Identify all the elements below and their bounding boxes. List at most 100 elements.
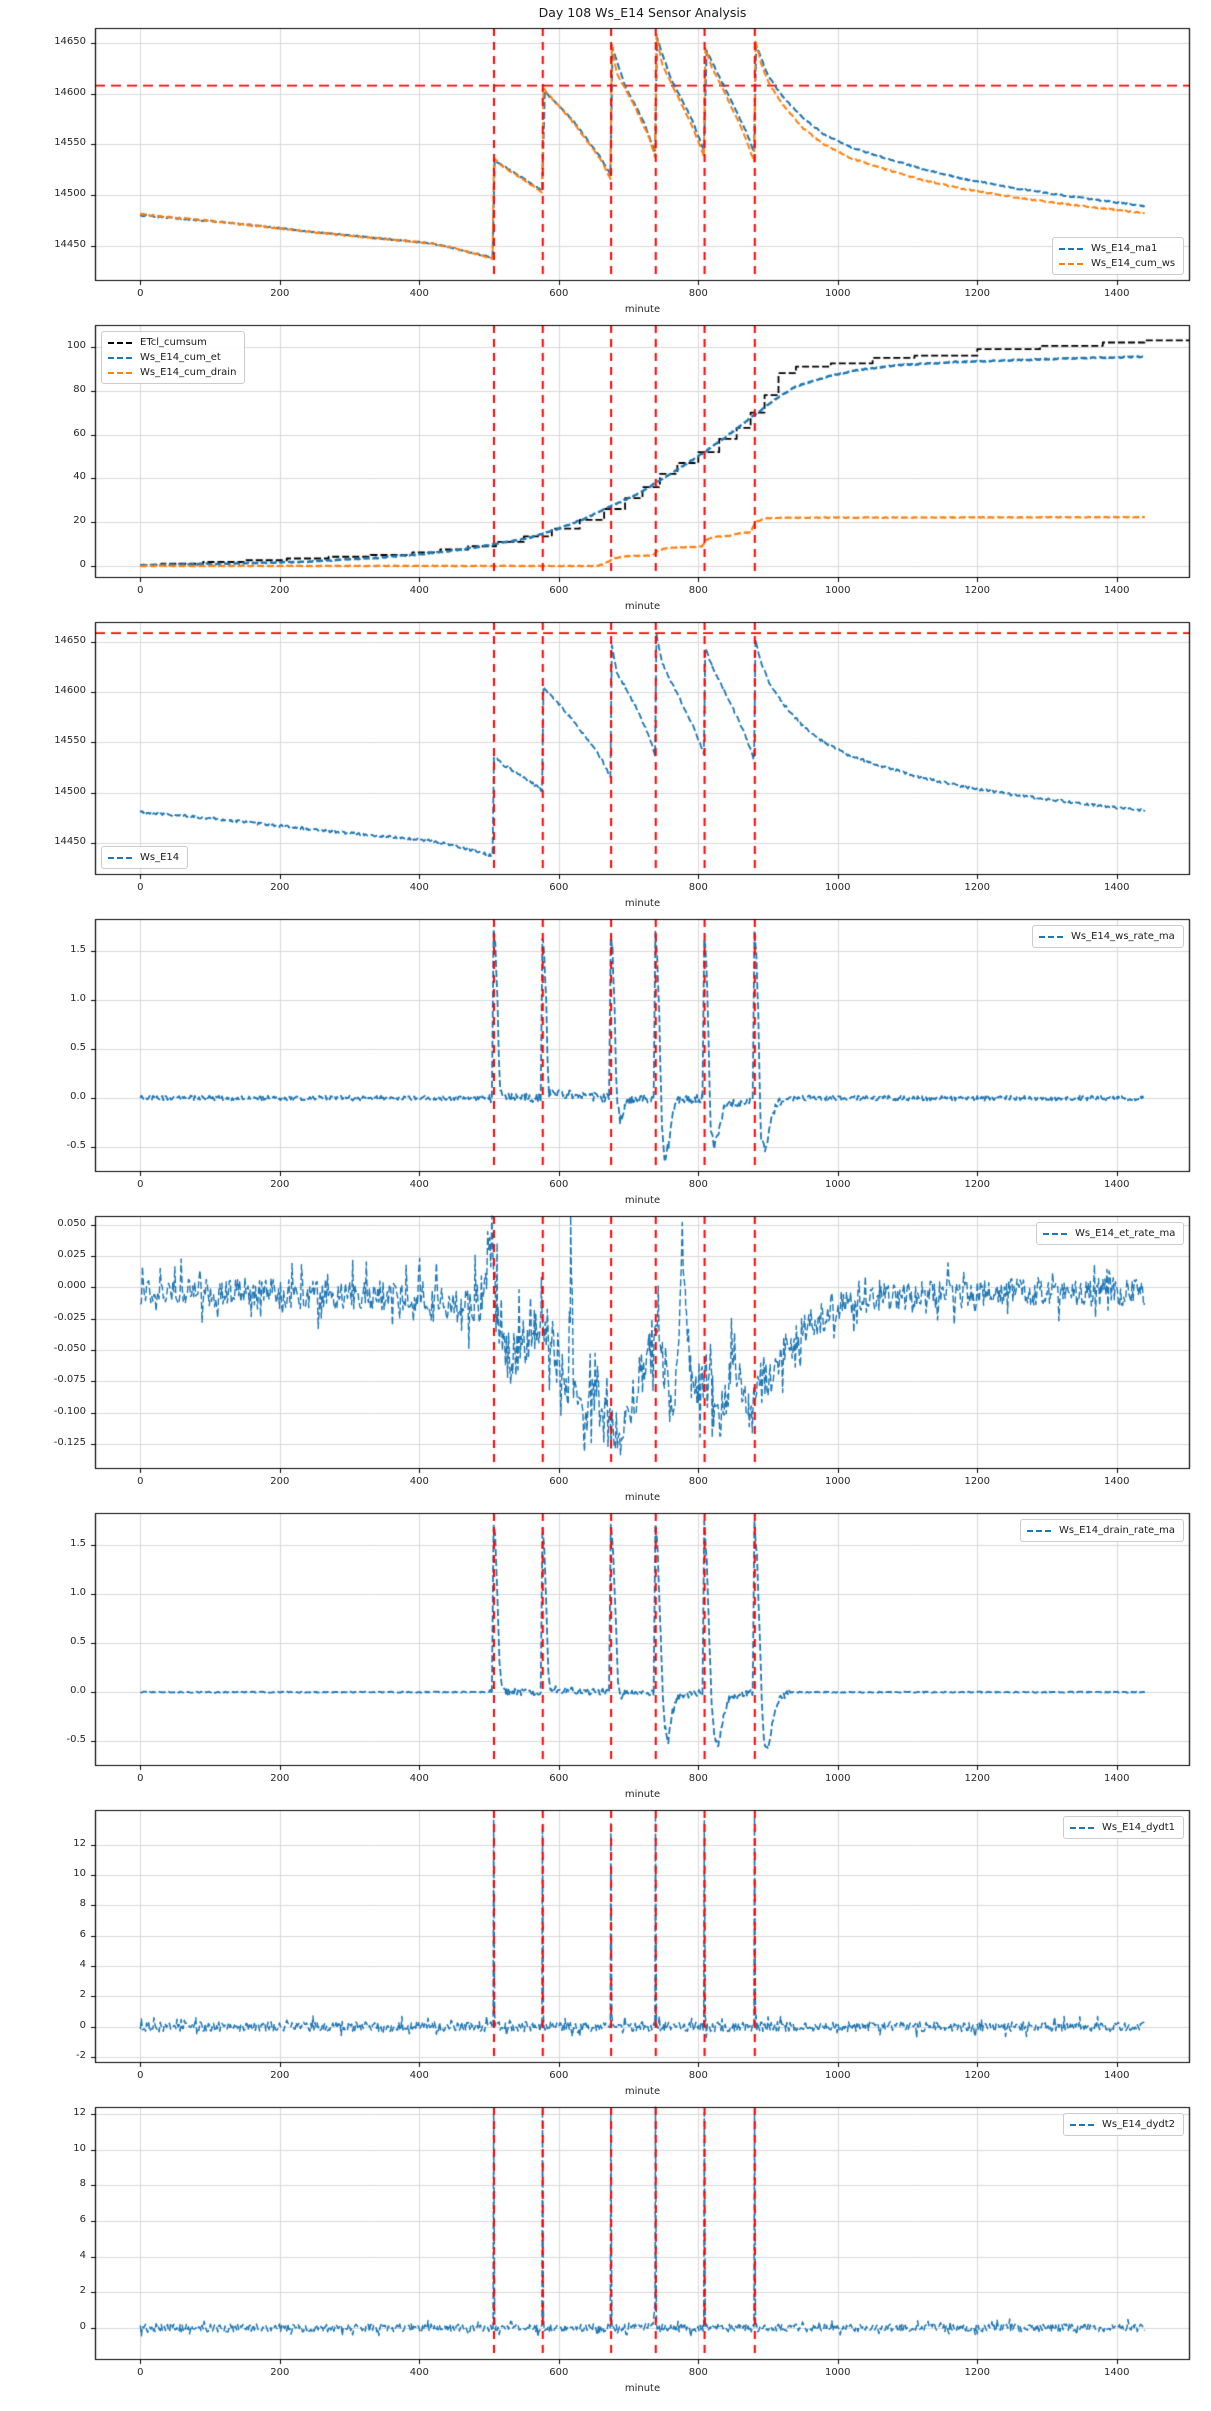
x-tick-label: 1400	[1104, 1179, 1130, 1190]
x-tick-label: 400	[409, 1773, 429, 1784]
y-tick-label: 14650	[54, 36, 86, 48]
legend-line-sample-icon	[108, 856, 134, 859]
y-tick-label: 0.0	[70, 1091, 86, 1103]
legend: Ws_E14_et_rate_ma	[1036, 1222, 1185, 1245]
x-tick-label: 800	[688, 288, 708, 299]
y-tick-label: 0.000	[57, 1280, 86, 1292]
y-tick-label: 0.025	[57, 1249, 86, 1261]
y-tick-label: 2	[79, 1989, 86, 2001]
x-tick-label: 400	[409, 1476, 429, 1487]
x-tick-label: 400	[409, 882, 429, 893]
x-tick-label: 1000	[825, 1773, 851, 1784]
x-tick-label: 800	[688, 1179, 708, 1190]
legend-label: Ws_E14_cum_ws	[1091, 258, 1176, 269]
legend-label: Ws_E14_drain_rate_ma	[1059, 1525, 1176, 1536]
legend-item: Ws_E14	[108, 850, 179, 865]
x-tick-label: 800	[688, 1773, 708, 1784]
x-tick-label: 600	[549, 1179, 569, 1190]
x-tick-label: 600	[549, 1476, 569, 1487]
x-tick-label: 400	[409, 2367, 429, 2378]
y-tick-label: -2	[76, 2049, 86, 2061]
y-tick-label: 8	[79, 2178, 86, 2190]
legend-item: Ws_E14_dydt2	[1070, 2117, 1175, 2132]
legend-label: Ws_E14_dydt1	[1102, 1822, 1176, 1833]
y-tick-label: 14550	[54, 137, 86, 149]
x-tick-label: 600	[549, 1773, 569, 1784]
y-tick-label: 14600	[54, 685, 86, 697]
legend: Ws_E14_ws_rate_ma	[1032, 925, 1184, 948]
x-tick-label: 1400	[1104, 1773, 1130, 1784]
x-tick-label: 0	[137, 1476, 144, 1487]
figure-title: Day 108 Ws_E14 Sensor Analysis	[538, 5, 747, 20]
x-tick-label: 1200	[964, 585, 990, 596]
y-tick-label: -0.050	[53, 1343, 86, 1354]
x-tick-label: 1200	[964, 2367, 990, 2378]
legend-label: Ws_E14_cum_et	[140, 352, 221, 363]
legend: Ws_E14_dydt2	[1063, 2113, 1185, 2136]
legend-item: Ws_E14_drain_rate_ma	[1027, 1523, 1175, 1538]
y-tick-label: 14600	[54, 86, 86, 98]
y-tick-label: 14500	[54, 785, 86, 797]
x-tick-label: 0	[137, 2070, 144, 2081]
y-tick-label: 14500	[54, 187, 86, 199]
legend-line-sample-icon	[1039, 935, 1065, 938]
legend-line-sample-icon	[108, 371, 134, 374]
y-tick-label: 0.050	[57, 1217, 86, 1229]
x-tick-label: 200	[270, 1773, 290, 1784]
x-tick-label: 400	[409, 2070, 429, 2081]
x-tick-label: 400	[409, 288, 429, 299]
x-tick-label: 400	[409, 585, 429, 596]
x-tick-label: 800	[688, 585, 708, 596]
x-tick-label: 1000	[825, 2070, 851, 2081]
x-tick-label: 200	[270, 585, 290, 596]
x-axis-label: minute	[624, 1789, 661, 1800]
legend-item: Ws_E14_cum_et	[108, 350, 236, 365]
x-tick-label: 800	[688, 2367, 708, 2378]
x-axis-label: minute	[624, 898, 661, 909]
x-axis-label: minute	[624, 304, 661, 315]
x-tick-label: 1200	[964, 1179, 990, 1190]
legend-line-sample-icon	[1070, 1826, 1096, 1829]
x-tick-label: 1400	[1104, 288, 1130, 299]
x-tick-label: 0	[137, 1179, 144, 1190]
x-tick-label: 800	[688, 882, 708, 893]
y-tick-label: -0.5	[66, 1140, 86, 1152]
legend-line-sample-icon	[108, 356, 134, 359]
legend-label: Ws_E14_et_rate_ma	[1075, 1228, 1176, 1239]
x-tick-label: 600	[549, 2070, 569, 2081]
legend: Ws_E14_dydt1	[1063, 1816, 1185, 1839]
x-tick-label: 200	[270, 2070, 290, 2081]
legend-line-sample-icon	[108, 341, 134, 344]
legend-item: Ws_E14_cum_drain	[108, 365, 236, 380]
y-tick-label: 10	[73, 2142, 86, 2154]
x-tick-label: 0	[137, 1773, 144, 1784]
x-axis-label: minute	[624, 1195, 661, 1206]
x-tick-label: 200	[270, 288, 290, 299]
y-tick-label: 40	[73, 471, 86, 483]
legend-label: Ws_E14_dydt2	[1102, 2119, 1176, 2130]
x-tick-label: 1400	[1104, 2367, 1130, 2378]
x-axis-label: minute	[624, 1492, 661, 1503]
y-tick-label: 1.0	[70, 992, 86, 1004]
x-tick-label: 800	[688, 1476, 708, 1487]
legend-label: Ws_E14_cum_drain	[140, 367, 237, 378]
x-tick-label: 1200	[964, 288, 990, 299]
legend-item: ETcl_cumsum	[108, 335, 236, 350]
legend: Ws_E14	[101, 846, 189, 869]
legend-line-sample-icon	[1059, 247, 1085, 250]
legend-line-sample-icon	[1043, 1232, 1069, 1235]
y-tick-label: -0.5	[66, 1734, 86, 1746]
y-tick-label: 4	[79, 1959, 86, 1971]
y-tick-label: 1.5	[70, 943, 86, 955]
x-tick-label: 600	[549, 2367, 569, 2378]
legend: ETcl_cumsum Ws_E14_cum_et Ws_E14_cum_drain	[101, 331, 246, 384]
x-tick-label: 0	[137, 882, 144, 893]
legend-item: Ws_E14_ma1	[1059, 241, 1175, 256]
legend-label: ETcl_cumsum	[140, 337, 207, 348]
x-axis-label: minute	[624, 601, 661, 612]
x-tick-label: 1000	[825, 585, 851, 596]
x-tick-label: 1200	[964, 1773, 990, 1784]
x-tick-label: 200	[270, 1476, 290, 1487]
y-tick-label: 20	[73, 515, 86, 527]
